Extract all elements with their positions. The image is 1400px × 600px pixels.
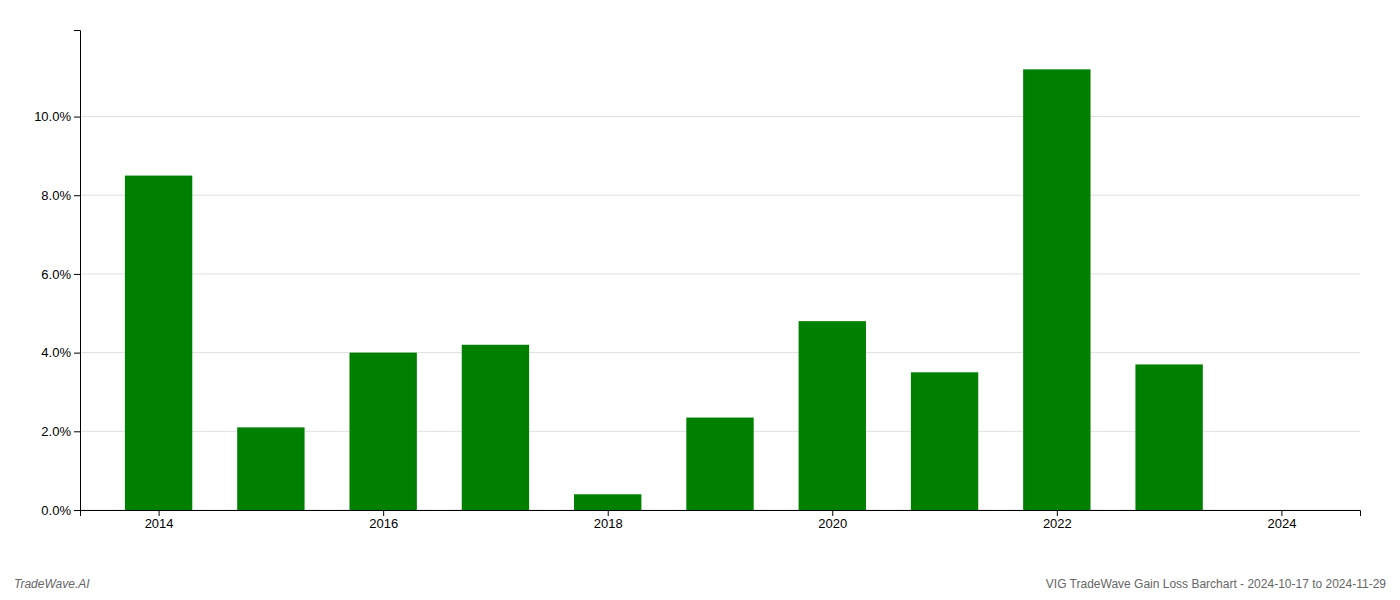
tick-mark (74, 117, 80, 118)
tick-label: 2022 (1043, 516, 1072, 531)
plot-area (125, 69, 1203, 510)
chart: 2014 2016 2018 2020 2022 2024 0.0% 2.0% 4.0% 6.0%… (0, 0, 1400, 600)
tick: 2022 (1043, 510, 1072, 531)
bar (125, 176, 192, 510)
tick: 2024 (1267, 510, 1296, 531)
tick: 6.0% (41, 267, 80, 282)
tick: 2016 (369, 510, 398, 531)
tick-mark (74, 353, 80, 354)
bar (237, 427, 304, 510)
tick-mark (383, 510, 384, 516)
tick-label: 2020 (818, 516, 847, 531)
tick: 2014 (145, 510, 174, 531)
tick-label: 2016 (369, 516, 398, 531)
tick-label: 0.0% (41, 503, 71, 518)
tick-mark (74, 274, 80, 275)
grid-line (80, 116, 1360, 117)
bar (349, 353, 416, 510)
tick-mark (608, 510, 609, 516)
grid-line (80, 352, 1360, 353)
tick-label: 2024 (1267, 516, 1296, 531)
bar (574, 494, 641, 510)
bar (1135, 364, 1202, 510)
tick-mark (74, 510, 80, 511)
tick: 8.0% (41, 188, 80, 203)
tick-mark (1057, 510, 1058, 516)
grid (80, 117, 1360, 510)
tick-mark (74, 195, 80, 196)
footer-right: VIG TradeWave Gain Loss Barchart - 2024-… (1046, 577, 1387, 591)
grid-line (80, 195, 1360, 196)
bar (462, 345, 529, 510)
bar (911, 372, 978, 510)
tick-label: 2014 (145, 516, 174, 531)
tick: 10.0% (34, 109, 80, 124)
bar (799, 321, 866, 510)
grid-line (80, 273, 1360, 274)
y-axis: 0.0% 2.0% 4.0% 6.0% 8.0% 10.0% (34, 31, 80, 518)
tick: 4.0% (41, 345, 80, 360)
tick: 2018 (594, 510, 623, 531)
tick-label: 8.0% (41, 188, 71, 203)
tick-label: 2018 (594, 516, 623, 531)
tick: 2.0% (41, 424, 80, 439)
tick-mark (74, 431, 80, 432)
tick-label: 4.0% (41, 345, 71, 360)
tick-label: 10.0% (34, 109, 71, 124)
tick-mark (832, 510, 833, 516)
tick: 0.0% (41, 503, 80, 518)
tick-mark (1281, 510, 1282, 516)
x-axis: 2014 2016 2018 2020 2022 2024 (81, 510, 1361, 531)
footer-left: TradeWave.AI (14, 577, 90, 591)
bar (1023, 69, 1090, 510)
axis-line (74, 31, 81, 511)
tick-mark (159, 510, 160, 516)
tick-label: 2.0% (41, 424, 71, 439)
axis-line (81, 511, 1361, 517)
tick-label: 6.0% (41, 267, 71, 282)
tick: 2020 (818, 510, 847, 531)
bar (686, 418, 753, 510)
